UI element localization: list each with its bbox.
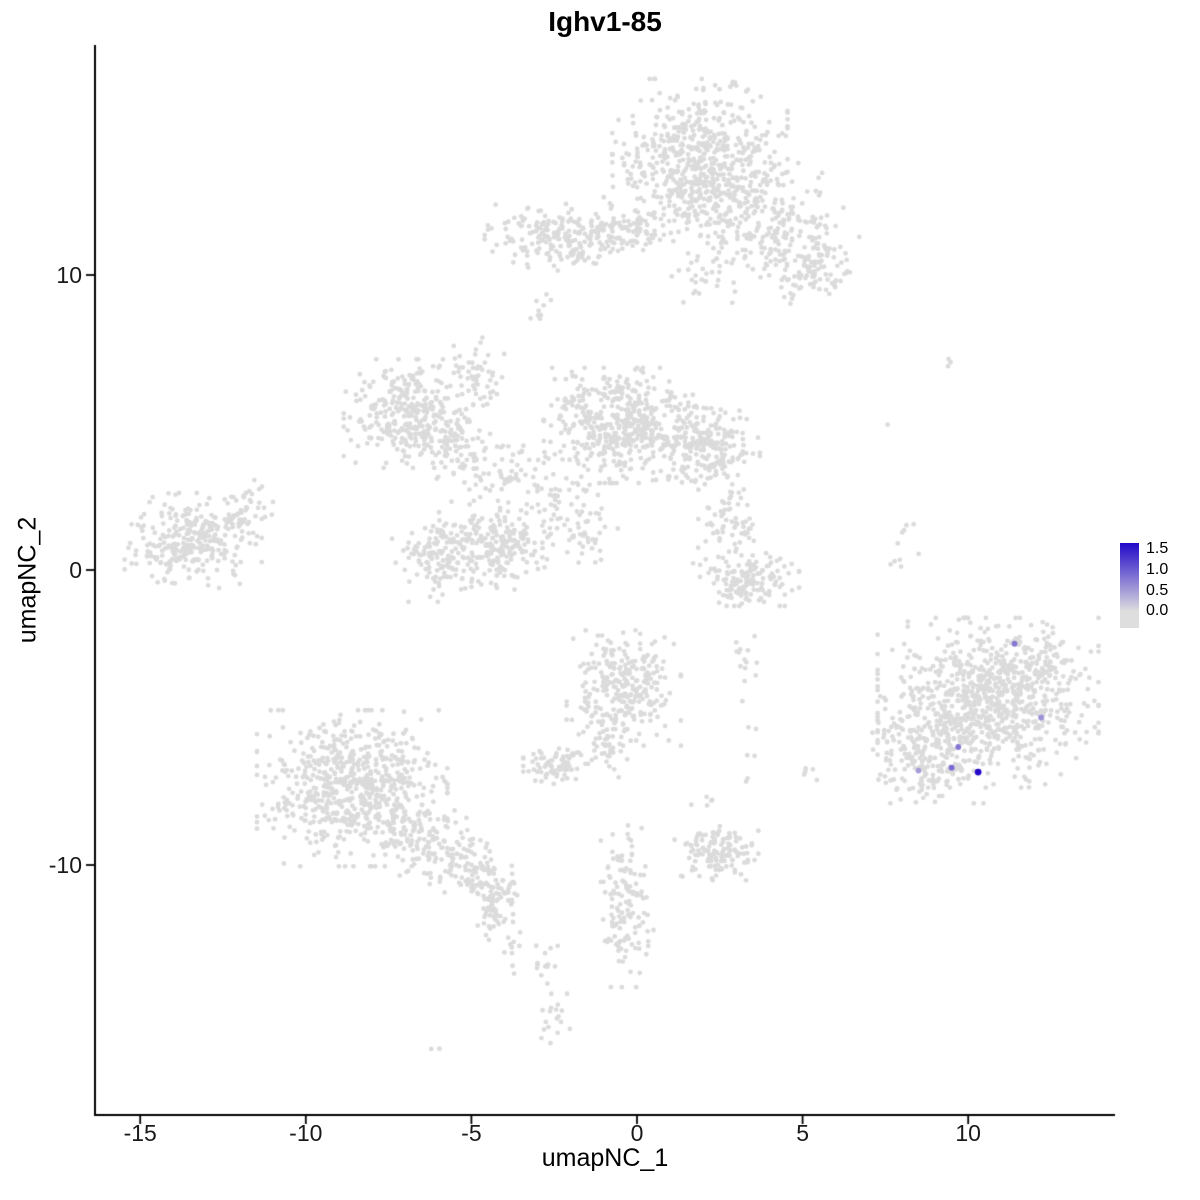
color-legend: 1.5 1.0 0.5 0.0 (1120, 540, 1200, 643)
legend-tick-label: 1.5 (1146, 540, 1169, 558)
x-tick-label: -5 (461, 1120, 482, 1146)
y-tick-label: 10 (56, 262, 82, 288)
y-tick-label: 0 (69, 557, 82, 583)
y-tick-label: -10 (48, 852, 82, 878)
x-axis-label: umapNC_1 (541, 1144, 669, 1172)
legend-tick-label: 0.0 (1146, 602, 1169, 620)
x-tick-label: -10 (289, 1120, 323, 1146)
plot-title: Ighv1-85 (548, 6, 662, 37)
legend-tick-label: 1.0 (1146, 560, 1169, 578)
x-tick-label: 5 (796, 1120, 809, 1146)
legend-tick-label: 0.5 (1146, 581, 1169, 599)
x-tick-label: 0 (630, 1120, 644, 1146)
x-tick-label: 10 (955, 1120, 981, 1146)
x-tick-label: -15 (123, 1120, 157, 1146)
legend-gradient-bar (1120, 543, 1139, 628)
